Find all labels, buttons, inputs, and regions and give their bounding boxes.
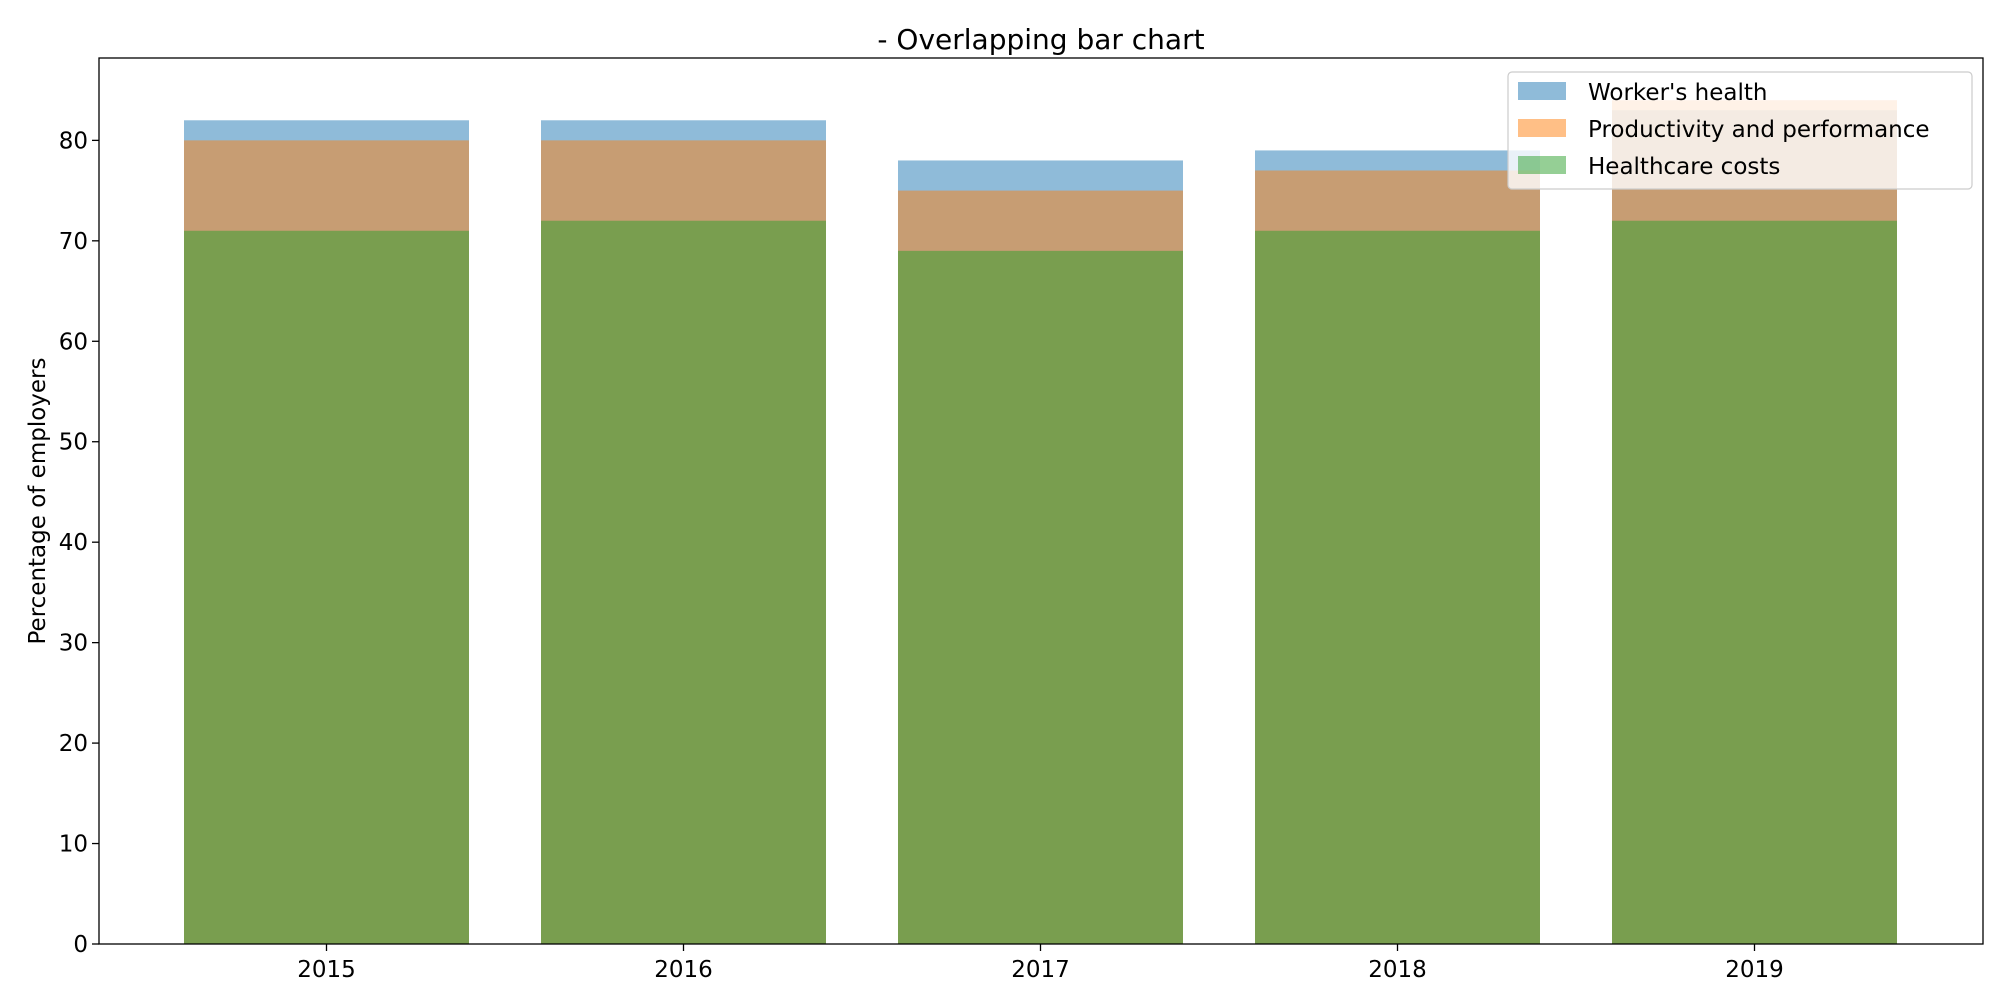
y-tick-label: 0 bbox=[73, 932, 88, 958]
series-group bbox=[184, 220, 1897, 945]
legend-label: Healthcare costs bbox=[1588, 154, 1780, 180]
y-tick-label: 50 bbox=[59, 430, 88, 456]
x-tick-label: 2015 bbox=[297, 957, 356, 983]
bar bbox=[1255, 230, 1540, 945]
y-tick-label: 70 bbox=[59, 229, 88, 255]
legend-box bbox=[1507, 71, 1973, 190]
bar bbox=[541, 220, 826, 945]
legend-swatch bbox=[1518, 82, 1566, 100]
y-axis: 0 10 20 30 40 50 60 70 80 bbox=[59, 128, 99, 958]
bar bbox=[898, 250, 1183, 945]
y-tick-label: 20 bbox=[59, 731, 88, 757]
bar bbox=[184, 230, 469, 945]
legend-swatch bbox=[1518, 156, 1566, 174]
bars-layer bbox=[184, 100, 1897, 945]
bar bbox=[1612, 220, 1897, 945]
legend-label: Worker's health bbox=[1588, 80, 1767, 106]
chart-title: - Overlapping bar chart bbox=[877, 23, 1204, 56]
x-tick-label: 2017 bbox=[1011, 957, 1070, 983]
y-axis-title: Percentage of employers bbox=[25, 358, 51, 645]
x-tick-label: 2018 bbox=[1368, 957, 1427, 983]
y-tick-label: 10 bbox=[59, 832, 88, 858]
y-tick-label: 30 bbox=[59, 631, 88, 657]
x-axis: 2015 2016 2017 2018 2019 bbox=[297, 944, 1784, 983]
y-tick-label: 40 bbox=[59, 530, 88, 556]
x-tick-label: 2019 bbox=[1725, 957, 1784, 983]
x-tick-label: 2016 bbox=[654, 957, 713, 983]
y-tick-label: 60 bbox=[59, 329, 88, 355]
legend: Worker's health Productivity and performa… bbox=[1507, 71, 1973, 190]
legend-label: Productivity and performance bbox=[1588, 117, 1930, 143]
y-tick-label: 80 bbox=[59, 128, 88, 154]
legend-swatch bbox=[1518, 119, 1566, 137]
